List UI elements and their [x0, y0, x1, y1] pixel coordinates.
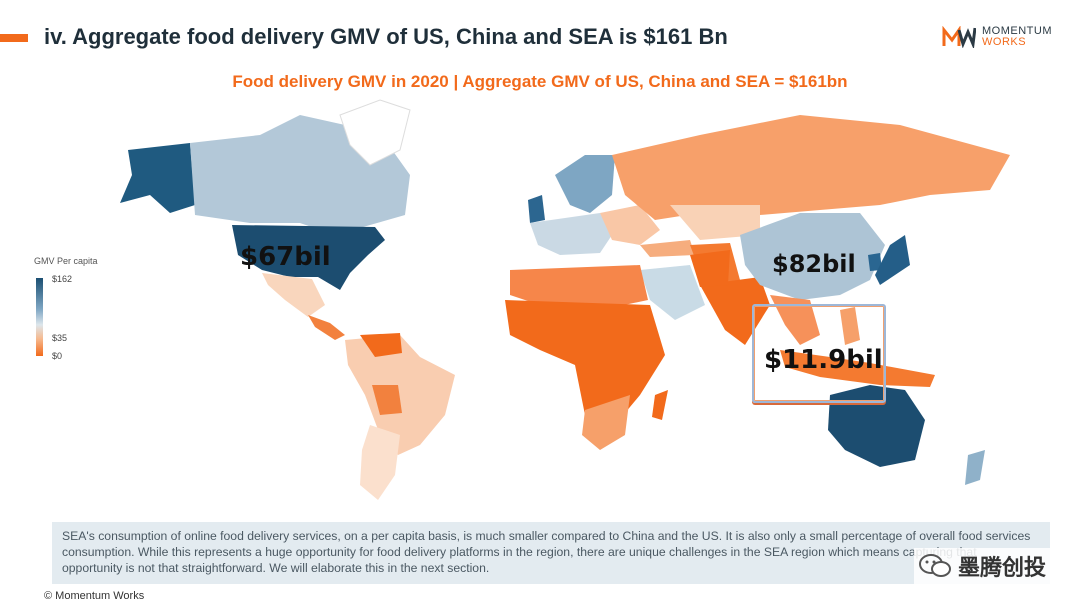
logo-text: MOMENTUM WORKS — [982, 26, 1052, 48]
region-eastern-europe — [600, 205, 660, 245]
region-bolivia — [372, 385, 402, 415]
region-turkey — [640, 240, 695, 257]
legend-color-bar — [36, 278, 43, 356]
legend-max: $162 — [52, 274, 73, 284]
region-south-america-north — [345, 335, 455, 455]
region-russia — [612, 115, 1010, 220]
china-gmv-label: $82bil — [772, 250, 856, 278]
region-philippines — [840, 307, 860, 345]
wechat-account-name: 墨腾创投 — [957, 556, 1046, 581]
logo-line-1: MOMENTUM — [982, 25, 1052, 37]
region-korea — [868, 253, 882, 271]
region-central-america — [308, 315, 345, 340]
map-legend: GMV Per capita $162 $35 $0 — [34, 256, 124, 361]
region-new-zealand — [965, 450, 985, 485]
region-scandinavia — [555, 155, 615, 213]
region-madagascar — [652, 390, 668, 420]
region-greenland — [339, 99, 411, 166]
region-australia — [828, 385, 925, 467]
region-mainland-sea — [770, 295, 820, 345]
region-central-asia — [670, 205, 760, 240]
region-pakistan — [690, 250, 730, 287]
wechat-watermark: 墨腾创投 — [913, 548, 1050, 584]
region-uk — [528, 195, 545, 223]
region-alaska — [120, 143, 195, 213]
wechat-icon — [918, 554, 951, 577]
region-usa — [232, 225, 385, 290]
region-south-america-south — [360, 425, 400, 500]
summary-note: SEA's consumption of online food deliver… — [52, 522, 1050, 584]
sea-gmv-label: $11.9bil — [764, 345, 883, 375]
momentum-works-logo: MOMENTUM WORKS — [942, 26, 1052, 48]
mw-logo-icon — [942, 26, 976, 48]
region-venezuela — [360, 333, 402, 357]
region-mexico — [262, 273, 325, 317]
world-map-svg — [120, 99, 1010, 500]
accent-bar — [0, 34, 28, 42]
region-saudi-gulf — [640, 265, 705, 320]
legend-min: $0 — [52, 351, 63, 361]
sea-highlight-box — [752, 304, 886, 403]
slide-title: iv. Aggregate food delivery GMV of US, C… — [44, 24, 728, 49]
region-south-africa — [582, 395, 630, 450]
legend-title: GMV Per capita — [34, 256, 98, 266]
region-indonesia — [780, 350, 935, 387]
us-gmv-label: $67bil — [240, 242, 331, 272]
region-china — [740, 213, 885, 300]
region-western-europe — [530, 213, 612, 255]
copyright-footer: © Momentum Works — [44, 590, 145, 602]
region-north-africa — [510, 265, 648, 310]
logo-line-2: WORKS — [982, 36, 1027, 48]
map-subtitle: Food delivery GMV in 2020 | Aggregate GM… — [232, 72, 848, 91]
region-japan — [875, 235, 910, 285]
legend-mid: $35 — [52, 333, 68, 343]
world-map — [0, 95, 1080, 520]
